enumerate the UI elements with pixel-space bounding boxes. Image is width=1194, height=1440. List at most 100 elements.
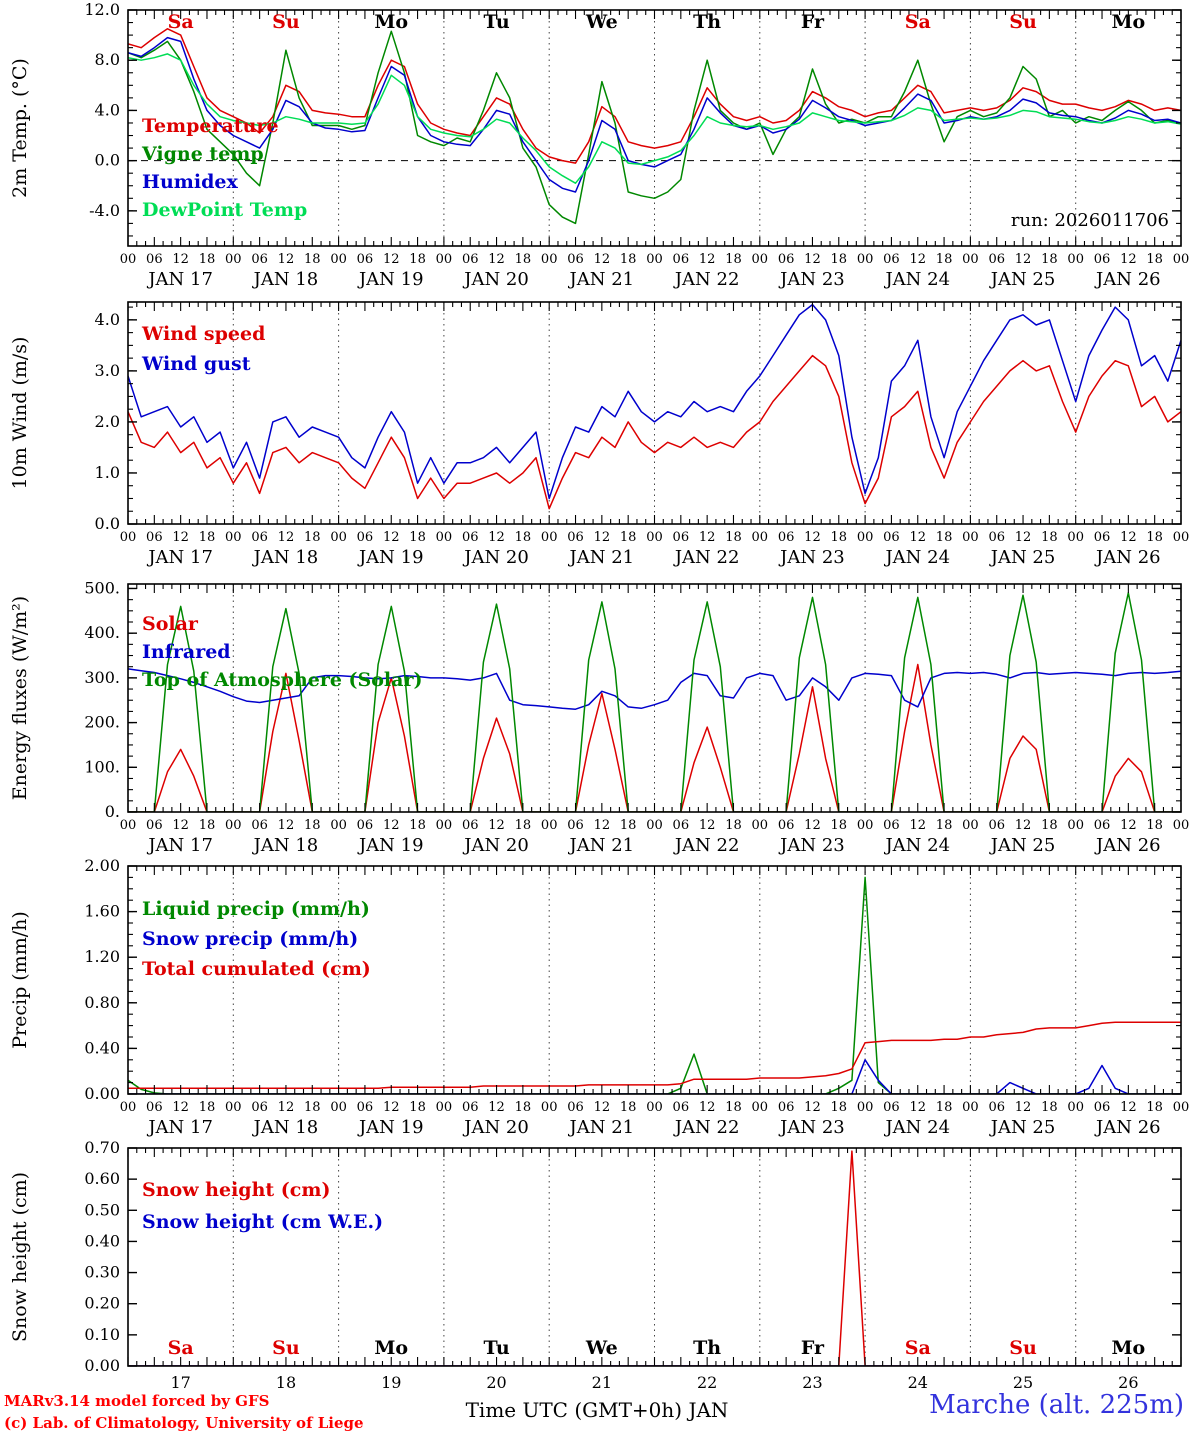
svg-text:JAN 19: JAN 19 (357, 269, 424, 290)
wind-panel: 4.03.02.01.00.000 06 12 18 00 06 12 18 00 06 12 18 0… (9, 301, 1190, 568)
svg-text:Vigne temp: Vigne temp (141, 143, 264, 165)
svg-text:JAN 24: JAN 24 (883, 269, 950, 290)
svg-text:We: We (585, 1337, 618, 1359)
svg-text:06: 06 (462, 252, 479, 267)
svg-text:JAN 21: JAN 21 (568, 269, 635, 290)
svg-text:JAN 21: JAN 21 (568, 835, 635, 856)
svg-text:06: 06 (462, 1100, 479, 1115)
svg-text:18: 18 (409, 1100, 426, 1115)
svg-text:Solar: Solar (142, 613, 199, 635)
svg-text:0.50: 0.50 (84, 1200, 120, 1219)
svg-text:1.60: 1.60 (84, 902, 120, 921)
svg-text:JAN 23: JAN 23 (778, 547, 845, 568)
svg-text:12: 12 (699, 252, 716, 267)
svg-text:00: 00 (857, 252, 874, 267)
svg-text:18: 18 (515, 252, 532, 267)
svg-text:12: 12 (383, 530, 400, 545)
svg-text:JAN 17: JAN 17 (146, 269, 213, 290)
svg-text:12: 12 (1120, 818, 1137, 833)
svg-text:00: 00 (541, 252, 558, 267)
svg-text:JAN 23: JAN 23 (778, 269, 845, 290)
svg-text:Mo: Mo (374, 1337, 408, 1359)
svg-text:1.20: 1.20 (84, 947, 120, 966)
svg-text:06: 06 (357, 530, 374, 545)
svg-text:06: 06 (146, 818, 163, 833)
svg-text:12: 12 (1015, 252, 1032, 267)
svg-text:06: 06 (146, 252, 163, 267)
svg-text:0.20: 0.20 (84, 1294, 120, 1313)
svg-text:JAN 18: JAN 18 (252, 1117, 319, 1138)
svg-text:12: 12 (1015, 530, 1032, 545)
svg-text:18: 18 (620, 530, 637, 545)
svg-text:06: 06 (251, 818, 268, 833)
svg-text:Total cumulated (cm): Total cumulated (cm) (142, 958, 371, 980)
svg-text:00: 00 (857, 530, 874, 545)
svg-text:18: 18 (936, 530, 953, 545)
svg-text:17: 17 (170, 1373, 190, 1388)
svg-text:JAN 22: JAN 22 (673, 547, 740, 568)
svg-text:06: 06 (988, 818, 1005, 833)
svg-text:06: 06 (1094, 1100, 1111, 1115)
svg-text:18: 18 (199, 530, 216, 545)
svg-text:JAN 19: JAN 19 (357, 1117, 424, 1138)
svg-text:JAN 22: JAN 22 (673, 269, 740, 290)
svg-text:18: 18 (725, 252, 742, 267)
svg-text:12: 12 (488, 818, 505, 833)
svg-text:Infrared: Infrared (142, 641, 231, 663)
svg-text:18: 18 (936, 252, 953, 267)
svg-text:00: 00 (646, 530, 663, 545)
svg-text:06: 06 (883, 1100, 900, 1115)
svg-text:18: 18 (831, 1100, 848, 1115)
svg-text:Su: Su (272, 1337, 300, 1359)
svg-text:2.00: 2.00 (84, 856, 120, 875)
svg-text:18: 18 (199, 1100, 216, 1115)
svg-text:00: 00 (436, 530, 453, 545)
svg-text:18: 18 (1146, 818, 1163, 833)
svg-text:06: 06 (1094, 530, 1111, 545)
svg-text:06: 06 (883, 530, 900, 545)
svg-text:06: 06 (146, 530, 163, 545)
svg-text:06: 06 (988, 530, 1005, 545)
svg-text:12: 12 (909, 252, 926, 267)
svg-text:2.0: 2.0 (95, 412, 120, 431)
svg-text:24: 24 (908, 1373, 928, 1388)
svg-text:12: 12 (1120, 252, 1137, 267)
svg-text:18: 18 (199, 252, 216, 267)
svg-text:06: 06 (567, 818, 584, 833)
snow-height-panel: 0.70 0.60 0.50 0.40 0.30 0.20 0.10 0.00 17 18 19 20… (9, 1138, 1182, 1388)
svg-text:00: 00 (1173, 530, 1190, 545)
svg-text:18: 18 (515, 530, 532, 545)
svg-text:00: 00 (857, 818, 874, 833)
svg-text:00: 00 (330, 1100, 347, 1115)
svg-text:12: 12 (699, 530, 716, 545)
svg-text:JAN 19: JAN 19 (357, 835, 424, 856)
svg-text:JAN 25: JAN 25 (989, 835, 1056, 856)
svg-text:12: 12 (172, 252, 189, 267)
svg-text:00: 00 (541, 818, 558, 833)
svg-text:00: 00 (225, 530, 242, 545)
svg-text:18: 18 (515, 818, 532, 833)
svg-text:12: 12 (488, 1100, 505, 1115)
svg-text:12: 12 (1015, 818, 1032, 833)
svg-text:DewPoint Temp: DewPoint Temp (142, 199, 307, 221)
svg-text:00: 00 (436, 818, 453, 833)
svg-text:18: 18 (936, 1100, 953, 1115)
svg-text:12: 12 (699, 818, 716, 833)
svg-text:18: 18 (409, 252, 426, 267)
svg-text:Th: Th (693, 1337, 721, 1359)
svg-text:18: 18 (304, 1100, 321, 1115)
svg-text:4.0: 4.0 (95, 100, 120, 119)
svg-text:12: 12 (383, 1100, 400, 1115)
svg-text:06: 06 (567, 252, 584, 267)
svg-text:21: 21 (592, 1373, 612, 1388)
svg-text:12: 12 (594, 818, 611, 833)
svg-text:18: 18 (831, 818, 848, 833)
svg-text:06: 06 (883, 818, 900, 833)
svg-text:JAN 18: JAN 18 (252, 547, 319, 568)
svg-text:0.0: 0.0 (95, 151, 120, 170)
svg-text:06: 06 (567, 1100, 584, 1115)
svg-text:18: 18 (1146, 1100, 1163, 1115)
svg-text:00: 00 (436, 1100, 453, 1115)
svg-text:12: 12 (172, 1100, 189, 1115)
